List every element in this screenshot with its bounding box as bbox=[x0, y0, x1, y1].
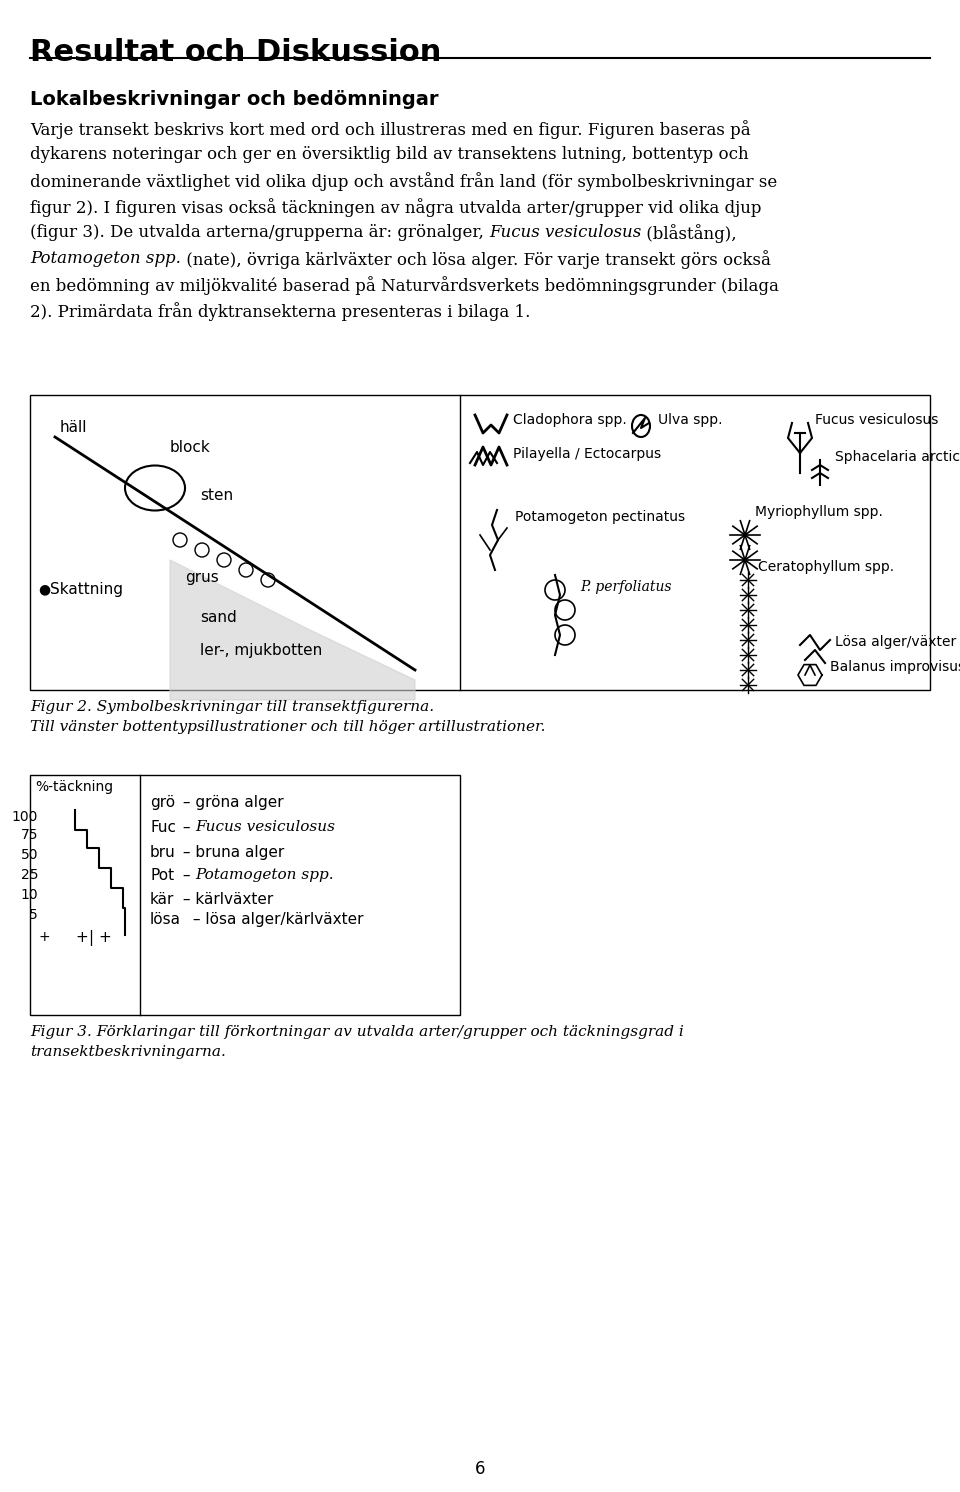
Text: 10: 10 bbox=[20, 888, 38, 903]
Text: Potamogeton spp.: Potamogeton spp. bbox=[195, 868, 334, 882]
Text: sten: sten bbox=[200, 488, 233, 503]
Text: Ulva spp.: Ulva spp. bbox=[658, 413, 723, 427]
Text: – lösa alger/kärlväxter: – lösa alger/kärlväxter bbox=[188, 912, 364, 927]
Text: Sphacelaria arctica: Sphacelaria arctica bbox=[835, 451, 960, 464]
Text: 100: 100 bbox=[12, 810, 38, 824]
Text: Figur 3. Förklaringar till förkortningar av utvalda arter/grupper och täckningsg: Figur 3. Förklaringar till förkortningar… bbox=[30, 1025, 684, 1038]
Text: |: | bbox=[88, 930, 93, 946]
Text: dominerande växtlighet vid olika djup och avstånd från land (för symbolbeskrivni: dominerande växtlighet vid olika djup oc… bbox=[30, 172, 778, 191]
Text: Fucus vesiculosus: Fucus vesiculosus bbox=[490, 224, 641, 242]
Text: Fucus vesiculosus: Fucus vesiculosus bbox=[815, 413, 938, 427]
Text: Ceratophyllum spp.: Ceratophyllum spp. bbox=[758, 560, 894, 574]
Ellipse shape bbox=[632, 415, 650, 437]
Ellipse shape bbox=[125, 466, 185, 510]
Text: dykarens noteringar och ger en översiktlig bild av transektens lutning, bottenty: dykarens noteringar och ger en översiktl… bbox=[30, 146, 749, 163]
Text: %-täckning: %-täckning bbox=[35, 780, 113, 794]
Text: häll: häll bbox=[60, 421, 87, 436]
Text: Pot: Pot bbox=[150, 868, 174, 883]
Text: –: – bbox=[178, 868, 196, 883]
Text: transektbeskrivningarna.: transektbeskrivningarna. bbox=[30, 1044, 226, 1059]
Text: (figur 3). De utvalda arterna/grupperna är: grönalger,: (figur 3). De utvalda arterna/grupperna … bbox=[30, 224, 490, 242]
Text: –: – bbox=[178, 821, 196, 836]
Text: en bedömning av miljökvalité baserad på Naturvårdsverkets bedömningsgrunder (bil: en bedömning av miljökvalité baserad på … bbox=[30, 276, 779, 295]
Text: 50: 50 bbox=[20, 847, 38, 862]
Text: – kärlväxter: – kärlväxter bbox=[178, 892, 274, 907]
Text: Cladophora spp.: Cladophora spp. bbox=[513, 413, 627, 427]
Text: Till vänster bottentypsillustrationer och till höger artillustrationer.: Till vänster bottentypsillustrationer oc… bbox=[30, 721, 545, 734]
Bar bbox=[30, 774, 460, 1015]
Text: +: + bbox=[98, 930, 110, 944]
Text: Pilayella / Ectocarpus: Pilayella / Ectocarpus bbox=[513, 448, 661, 461]
Text: Balanus improvisus: Balanus improvisus bbox=[830, 659, 960, 674]
Text: Skattning: Skattning bbox=[50, 582, 123, 597]
Bar bbox=[30, 395, 930, 689]
Text: 5: 5 bbox=[29, 909, 38, 922]
Text: 75: 75 bbox=[20, 828, 38, 841]
Text: figur 2). I figuren visas också täckningen av några utvalda arter/grupper vid ol: figur 2). I figuren visas också täckning… bbox=[30, 198, 761, 216]
Text: P. perfoliatus: P. perfoliatus bbox=[580, 580, 671, 594]
Text: +: + bbox=[38, 930, 50, 944]
Text: – bruna alger: – bruna alger bbox=[178, 844, 284, 859]
Text: 2). Primärdata från dyktransekterna presenteras i bilaga 1.: 2). Primärdata från dyktransekterna pres… bbox=[30, 301, 530, 321]
Text: Resultat och Diskussion: Resultat och Diskussion bbox=[30, 37, 442, 67]
Text: (nate), övriga kärlväxter och lösa alger. För varje transekt görs också: (nate), övriga kärlväxter och lösa alger… bbox=[180, 251, 771, 269]
Text: block: block bbox=[170, 440, 211, 455]
Text: Varje transekt beskrivs kort med ord och illustreras med en figur. Figuren baser: Varje transekt beskrivs kort med ord och… bbox=[30, 119, 751, 139]
Polygon shape bbox=[170, 560, 415, 700]
Text: Myriophyllum spp.: Myriophyllum spp. bbox=[755, 504, 883, 519]
Text: ●: ● bbox=[38, 582, 50, 595]
Text: Figur 2. Symbolbeskrivningar till transektfigurerna.: Figur 2. Symbolbeskrivningar till transe… bbox=[30, 700, 434, 715]
Text: sand: sand bbox=[200, 610, 237, 625]
Text: Lösa alger/växter: Lösa alger/växter bbox=[835, 636, 956, 649]
Text: 25: 25 bbox=[20, 868, 38, 882]
Text: grus: grus bbox=[185, 570, 219, 585]
Text: kär: kär bbox=[150, 892, 175, 907]
Text: +: + bbox=[75, 930, 87, 944]
Text: 6: 6 bbox=[475, 1461, 485, 1479]
Text: Potamogeton spp.: Potamogeton spp. bbox=[30, 251, 180, 267]
Text: bru: bru bbox=[150, 844, 176, 859]
Text: grö: grö bbox=[150, 795, 175, 810]
Text: (blåstång),: (blåstång), bbox=[641, 224, 737, 243]
Text: ler-, mjukbotten: ler-, mjukbotten bbox=[200, 643, 323, 658]
Text: lösa: lösa bbox=[150, 912, 181, 927]
Text: Lokalbeskrivningar och bedömningar: Lokalbeskrivningar och bedömningar bbox=[30, 90, 439, 109]
Text: – gröna alger: – gröna alger bbox=[178, 795, 283, 810]
Text: Fuc: Fuc bbox=[150, 821, 176, 836]
Text: Fucus vesiculosus: Fucus vesiculosus bbox=[195, 821, 335, 834]
Text: Potamogeton pectinatus: Potamogeton pectinatus bbox=[515, 510, 685, 524]
